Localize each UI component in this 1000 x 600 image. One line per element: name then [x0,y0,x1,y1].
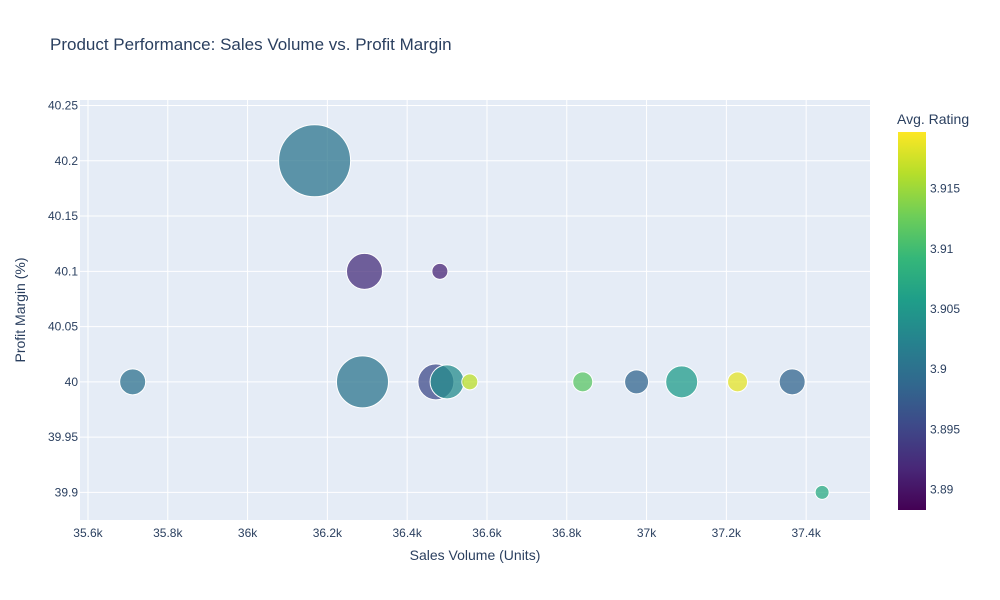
x-tick-label: 37k [637,526,657,540]
bubble-point[interactable] [461,373,479,391]
y-axis-ticks: 39.9 39.95 40 40.05 40.1 40.15 40.2 40.25 [48,99,78,500]
colorbar-tick-label: 3.9 [930,362,947,376]
bubble-point[interactable] [624,369,650,395]
x-tick-label: 36.2k [313,526,343,540]
colorbar-tick-label: 3.915 [930,182,960,196]
bubble-point[interactable] [778,368,806,396]
x-axis-title: Sales Volume (Units) [410,547,541,563]
bubble-point[interactable] [278,124,352,198]
colorbar-gradient [898,132,926,510]
x-tick-label: 36.8k [552,526,582,540]
plot-area [80,100,870,520]
bubble-point[interactable] [429,364,465,400]
y-axis-title: Profit Margin (%) [12,257,28,362]
bubble-point[interactable] [665,365,699,399]
y-tick-label: 40.05 [48,320,78,334]
bubble-point[interactable] [335,355,389,409]
bubble-point[interactable] [814,484,830,500]
y-tick-label: 39.9 [55,485,79,499]
bubble-point[interactable] [431,262,449,280]
colorbar-tick-label: 3.91 [930,242,954,256]
colorbar-tick-label: 3.89 [930,483,954,497]
colorbar-title: Avg. Rating [897,111,969,127]
y-tick-label: 40.2 [55,154,79,168]
colorbar-tick-label: 3.905 [930,302,960,316]
y-tick-label: 39.95 [48,430,78,444]
chart-title: Product Performance: Sales Volume vs. Pr… [50,35,452,54]
x-tick-label: 37.4k [791,526,821,540]
x-tick-label: 35.8k [153,526,183,540]
x-tick-label: 35.6k [73,526,103,540]
y-tick-label: 40.25 [48,99,78,113]
y-tick-label: 40.1 [55,264,79,278]
x-tick-label: 36.6k [472,526,502,540]
y-tick-label: 40.15 [48,209,78,223]
x-axis-ticks: 35.6k 35.8k 36k 36.2k 36.4k 36.6k 36.8k 37k 37.2… [73,526,822,540]
x-tick-label: 36.4k [392,526,422,540]
bubble-point[interactable] [572,371,594,393]
y-tick-label: 40 [65,375,79,389]
bubble-point[interactable] [345,252,383,290]
colorbar-tick-label: 3.895 [930,422,960,436]
bubble-series [119,124,830,500]
colorbar-ticks: 3.89 3.895 3.9 3.905 3.91 3.915 [930,182,960,497]
bubble-point[interactable] [119,368,147,396]
bubble-point[interactable] [727,371,749,393]
x-tick-label: 36k [238,526,258,540]
x-tick-label: 37.2k [712,526,742,540]
